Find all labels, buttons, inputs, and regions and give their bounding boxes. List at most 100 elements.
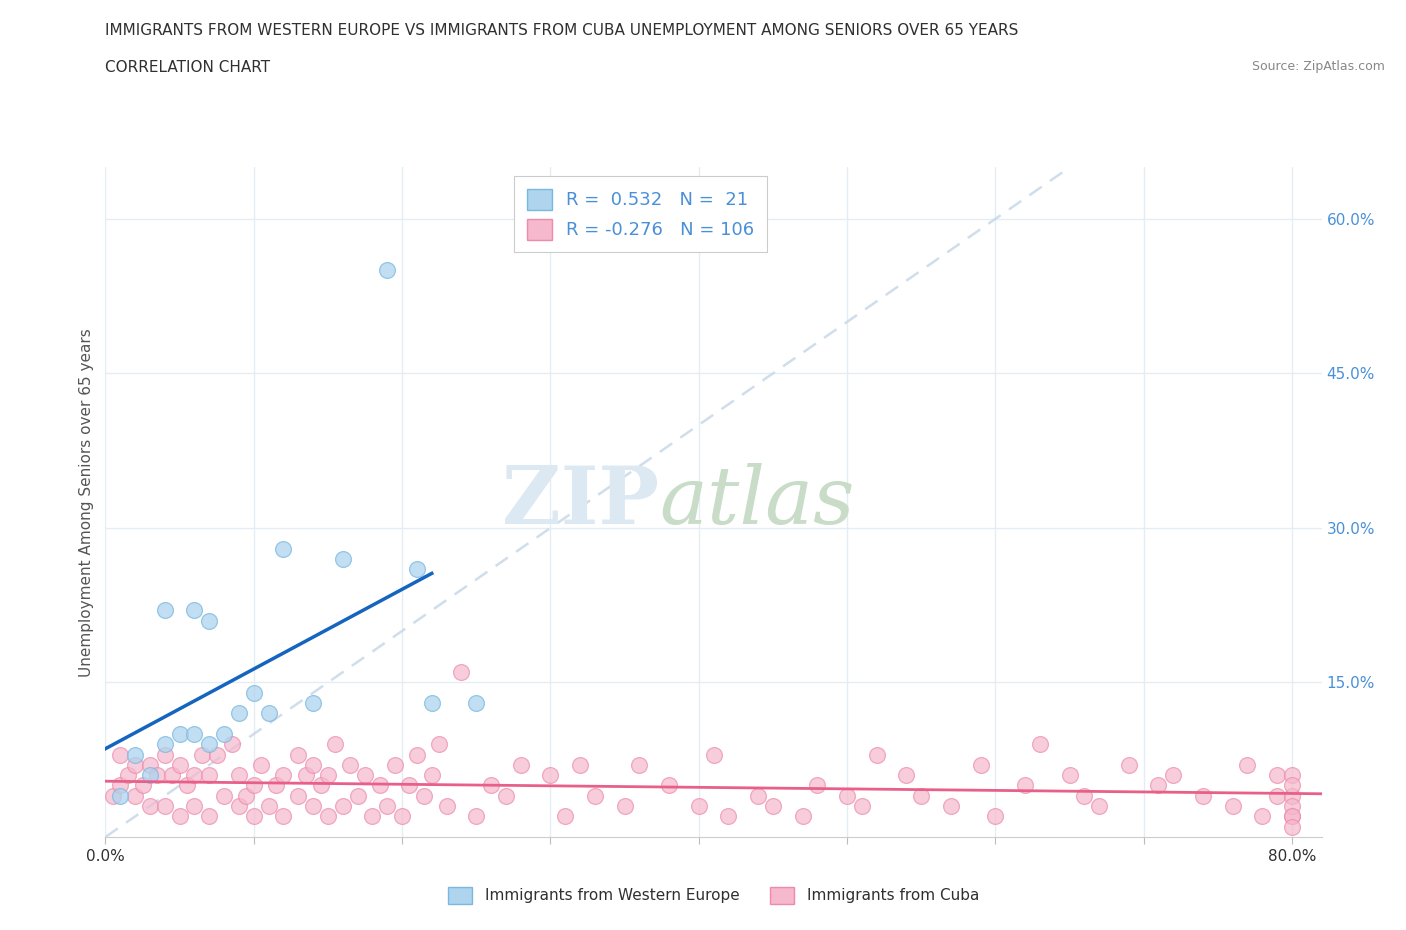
Point [346, 789, 368, 804]
Point [1118, 757, 1140, 772]
Point [294, 768, 316, 783]
Point [110, 778, 132, 793]
Point [1265, 789, 1288, 804]
Point [717, 809, 740, 824]
Point [1281, 819, 1303, 834]
Point [984, 809, 1007, 824]
Point [124, 747, 146, 762]
Point [406, 747, 429, 762]
Point [153, 737, 176, 751]
Point [139, 757, 162, 772]
Point [450, 665, 472, 680]
Point [583, 789, 606, 804]
Point [332, 551, 354, 566]
Point [1147, 778, 1170, 793]
Point [198, 737, 221, 751]
Point [702, 747, 725, 762]
Point [391, 809, 413, 824]
Point [1192, 789, 1215, 804]
Point [375, 799, 398, 814]
Point [131, 778, 153, 793]
Point [302, 696, 325, 711]
Point [183, 799, 205, 814]
Point [302, 757, 325, 772]
Point [302, 799, 325, 814]
Point [509, 757, 531, 772]
Point [169, 726, 191, 741]
Point [339, 757, 361, 772]
Point [250, 757, 273, 772]
Text: ZIP: ZIP [502, 463, 659, 541]
Point [792, 809, 814, 824]
Point [1073, 789, 1095, 804]
Point [1222, 799, 1244, 814]
Point [495, 789, 517, 804]
Point [212, 789, 235, 804]
Point [538, 768, 561, 783]
Point [169, 809, 191, 824]
Point [139, 799, 162, 814]
Point [866, 747, 889, 762]
Point [1251, 809, 1274, 824]
Point [368, 778, 391, 793]
Point [413, 789, 436, 804]
Point [198, 809, 221, 824]
Point [1281, 809, 1303, 824]
Point [183, 726, 205, 741]
Point [242, 685, 264, 700]
Point [273, 809, 295, 824]
Point [124, 757, 146, 772]
Point [1059, 768, 1081, 783]
Point [287, 789, 309, 804]
Point [375, 263, 398, 278]
Point [1281, 768, 1303, 783]
Text: CORRELATION CHART: CORRELATION CHART [105, 60, 270, 75]
Point [264, 778, 287, 793]
Point [160, 768, 183, 783]
Point [110, 747, 132, 762]
Legend: Immigrants from Western Europe, Immigrants from Cuba: Immigrants from Western Europe, Immigran… [441, 881, 986, 910]
Point [1014, 778, 1036, 793]
Point [896, 768, 918, 783]
Point [316, 809, 339, 824]
Point [198, 613, 221, 628]
Point [242, 809, 264, 824]
Point [613, 799, 636, 814]
Point [110, 789, 132, 804]
Point [191, 747, 214, 762]
Point [212, 726, 235, 741]
Point [554, 809, 576, 824]
Point [835, 789, 858, 804]
Point [316, 768, 339, 783]
Point [1265, 768, 1288, 783]
Point [257, 799, 280, 814]
Point [762, 799, 785, 814]
Point [361, 809, 384, 824]
Point [465, 809, 488, 824]
Point [205, 747, 228, 762]
Point [198, 768, 221, 783]
Point [169, 757, 191, 772]
Point [479, 778, 502, 793]
Point [153, 799, 176, 814]
Point [420, 768, 443, 783]
Point [183, 603, 205, 618]
Point [228, 768, 250, 783]
Point [153, 747, 176, 762]
Point [806, 778, 828, 793]
Point [427, 737, 450, 751]
Point [228, 799, 250, 814]
Point [851, 799, 873, 814]
Point [969, 757, 991, 772]
Point [221, 737, 243, 751]
Point [569, 757, 592, 772]
Point [146, 768, 169, 783]
Text: IMMIGRANTS FROM WESTERN EUROPE VS IMMIGRANTS FROM CUBA UNEMPLOYMENT AMONG SENIOR: IMMIGRANTS FROM WESTERN EUROPE VS IMMIGR… [105, 23, 1019, 38]
Point [235, 789, 257, 804]
Point [309, 778, 332, 793]
Point [257, 706, 280, 721]
Text: atlas: atlas [659, 463, 855, 541]
Point [1281, 778, 1303, 793]
Point [910, 789, 932, 804]
Point [325, 737, 347, 751]
